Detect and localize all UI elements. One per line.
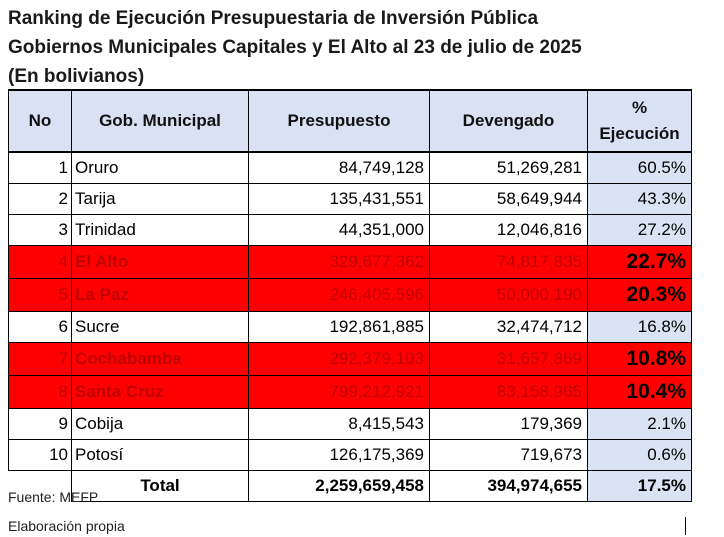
municipio-name: El Alto <box>71 245 249 279</box>
municipio-name: Santa Cruz <box>71 375 249 409</box>
row-number: 3 <box>8 214 72 246</box>
title-line-1: Ranking de Ejecución Presupuestaria de I… <box>8 8 539 29</box>
table-body: 1 Oruro 84,749,128 51,269,281 60.5% 2 Tarija 13… <box>8 151 692 471</box>
total-blank-cell <box>8 470 72 502</box>
title-line-3: (En bolivianos) <box>8 66 145 87</box>
row-number: 7 <box>8 342 72 376</box>
table-row: 2 Tarija 135,431,551 58,649,944 43.3% <box>8 183 692 215</box>
presupuesto-value: 192,861,885 <box>248 311 430 343</box>
ejecucion-pct: 10.8% <box>587 342 692 376</box>
ranking-table: No Gob. Municipal Presupuesto Devengado … <box>8 89 692 502</box>
municipio-name: Oruro <box>71 151 249 184</box>
total-row: Total 2,259,659,458 394,974,655 17.5% <box>8 470 692 502</box>
table-row: 10 Potosí 126,175,369 719,673 0.6% <box>8 439 692 471</box>
presupuesto-value: 329,677,362 <box>248 245 430 279</box>
total-presupuesto: 2,259,659,458 <box>248 470 430 502</box>
presupuesto-value: 44,351,000 <box>248 214 430 246</box>
devengado-value: 58,649,944 <box>429 183 588 215</box>
table-row: 1 Oruro 84,749,128 51,269,281 60.5% <box>8 151 692 184</box>
ejecucion-pct: 27.2% <box>587 214 692 246</box>
header-presupuesto: Presupuesto <box>248 89 430 153</box>
total-label: Total <box>71 470 249 502</box>
presupuesto-value: 8,415,543 <box>248 408 430 440</box>
footer-source: Fuente: MEFP <box>8 489 99 505</box>
row-number: 4 <box>8 245 72 279</box>
municipio-name: Sucre <box>71 311 249 343</box>
devengado-value: 12,046,816 <box>429 214 588 246</box>
row-number: 5 <box>8 278 72 312</box>
ejecucion-pct: 16.8% <box>587 311 692 343</box>
table-row: 7 Cochabamba 292,379,103 31,657,869 10.8% <box>8 342 692 376</box>
header-pct-label: Ejecución <box>599 124 680 143</box>
presupuesto-value: 292,379,103 <box>248 342 430 376</box>
row-number: 10 <box>8 439 72 471</box>
devengado-value: 719,673 <box>429 439 588 471</box>
devengado-value: 51,269,281 <box>429 151 588 184</box>
presupuesto-value: 799,212,921 <box>248 375 430 409</box>
table-row: 8 Santa Cruz 799,212,921 83,158,965 10.4% <box>8 375 692 409</box>
presupuesto-value: 126,175,369 <box>248 439 430 471</box>
devengado-value: 50,000,190 <box>429 278 588 312</box>
header-no: No <box>8 89 72 153</box>
header-row: No Gob. Municipal Presupuesto Devengado … <box>8 89 692 153</box>
ejecucion-pct: 10.4% <box>587 375 692 409</box>
presupuesto-value: 246,405,596 <box>248 278 430 312</box>
row-number: 1 <box>8 151 72 184</box>
devengado-value: 179,369 <box>429 408 588 440</box>
row-number: 6 <box>8 311 72 343</box>
ejecucion-pct: 0.6% <box>587 439 692 471</box>
devengado-value: 31,657,869 <box>429 342 588 376</box>
row-number: 8 <box>8 375 72 409</box>
header-municipio: Gob. Municipal <box>71 89 249 153</box>
municipio-name: Cobija <box>71 408 249 440</box>
presupuesto-value: 135,431,551 <box>248 183 430 215</box>
footer-author: Elaboración propia <box>8 518 125 534</box>
devengado-value: 32,474,712 <box>429 311 588 343</box>
table-row: 5 La Paz 246,405,596 50,000,190 20.3% <box>8 278 692 312</box>
total-pct: 17.5% <box>587 470 692 502</box>
text-cursor <box>685 517 686 535</box>
header-pct-symbol: % <box>631 98 648 117</box>
presupuesto-value: 84,749,128 <box>248 151 430 184</box>
ejecucion-pct: 2.1% <box>587 408 692 440</box>
header-devengado: Devengado <box>429 89 588 153</box>
table-row: 4 El Alto 329,677,362 74,817,835 22.7% <box>8 245 692 279</box>
ejecucion-pct: 60.5% <box>587 151 692 184</box>
municipio-name: Trinidad <box>71 214 249 246</box>
municipio-name: Potosí <box>71 439 249 471</box>
ejecucion-pct: 22.7% <box>587 245 692 279</box>
report-title: Ranking de Ejecución Presupuestaria de I… <box>8 4 708 91</box>
devengado-value: 83,158,965 <box>429 375 588 409</box>
table-row: 6 Sucre 192,861,885 32,474,712 16.8% <box>8 311 692 343</box>
municipio-name: Cochabamba <box>71 342 249 376</box>
municipio-name: Tarija <box>71 183 249 215</box>
ejecucion-pct: 43.3% <box>587 183 692 215</box>
ejecucion-pct: 20.3% <box>587 278 692 312</box>
municipio-name: La Paz <box>71 278 249 312</box>
devengado-value: 74,817,835 <box>429 245 588 279</box>
row-number: 9 <box>8 408 72 440</box>
row-number: 2 <box>8 183 72 215</box>
header-ejecucion: % Ejecución <box>587 89 692 153</box>
table-row: 3 Trinidad 44,351,000 12,046,816 27.2% <box>8 214 692 246</box>
total-devengado: 394,974,655 <box>429 470 588 502</box>
title-line-2: Gobiernos Municipales Capitales y El Alt… <box>8 37 582 58</box>
table-row: 9 Cobija 8,415,543 179,369 2.1% <box>8 408 692 440</box>
